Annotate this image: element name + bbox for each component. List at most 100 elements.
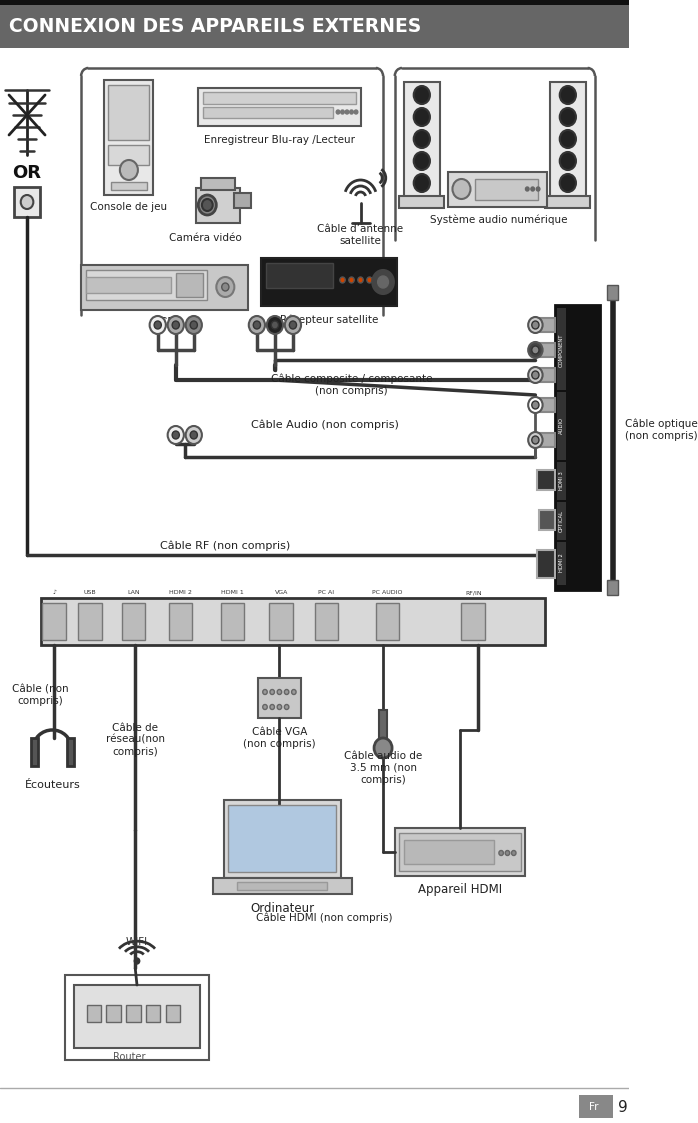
Circle shape [346, 110, 349, 115]
Bar [74, 985, 200, 1048]
Circle shape [253, 321, 260, 329]
Bar [203, 107, 334, 118]
Circle shape [528, 398, 542, 413]
Text: Câble HDMI (non compris): Câble HDMI (non compris) [256, 913, 393, 923]
Text: PC AI: PC AI [318, 591, 334, 595]
Bar [86, 277, 171, 293]
Circle shape [290, 321, 297, 329]
Circle shape [528, 317, 542, 334]
Circle shape [198, 195, 216, 214]
Bar [539, 510, 555, 530]
Text: ♪: ♪ [52, 591, 56, 595]
Circle shape [526, 188, 529, 191]
Circle shape [536, 188, 540, 191]
Bar [266, 263, 334, 287]
Circle shape [532, 436, 539, 444]
Bar [545, 197, 591, 208]
Circle shape [340, 277, 346, 283]
Text: Caméra vidéo: Caméra vidéo [169, 232, 242, 243]
Circle shape [414, 152, 430, 170]
Bar [198, 88, 361, 126]
Text: CONNEXION DES APPAREILS EXTERNES: CONNEXION DES APPAREILS EXTERNES [9, 18, 422, 37]
Bar [67, 738, 74, 766]
Bar [0, 4, 629, 48]
Circle shape [414, 86, 430, 104]
Bar [535, 368, 555, 382]
Text: VGA: VGA [274, 591, 288, 595]
Text: HDMI 1: HDMI 1 [221, 591, 244, 595]
Text: Système audio numérique: Système audio numérique [430, 214, 567, 226]
Bar [108, 145, 149, 165]
Bar [121, 603, 145, 640]
Bar [395, 828, 526, 876]
Bar [261, 258, 396, 305]
Circle shape [216, 277, 235, 296]
Circle shape [505, 850, 510, 856]
Text: PC AUDIO: PC AUDIO [372, 591, 403, 595]
Circle shape [172, 321, 179, 329]
Bar [607, 285, 618, 300]
Text: LAN: LAN [127, 591, 140, 595]
Circle shape [531, 188, 535, 191]
Text: OPTICAL: OPTICAL [559, 510, 564, 532]
Circle shape [284, 704, 289, 710]
Circle shape [285, 316, 301, 334]
Circle shape [367, 277, 372, 283]
Circle shape [372, 270, 394, 294]
Bar [535, 343, 555, 357]
Circle shape [378, 276, 389, 287]
Bar [399, 833, 521, 871]
Circle shape [134, 958, 140, 964]
Text: AUDIO: AUDIO [559, 418, 564, 435]
Bar [537, 550, 555, 578]
Text: Console de jeu: Console de jeu [90, 202, 168, 212]
Circle shape [414, 174, 430, 192]
Text: Enregistreur Blu-ray /Lecteur: Enregistreur Blu-ray /Lecteur [204, 135, 355, 145]
Text: WIFI: WIFI [126, 937, 148, 947]
Circle shape [168, 316, 184, 334]
Circle shape [374, 738, 392, 758]
Circle shape [376, 277, 381, 283]
Circle shape [149, 316, 166, 334]
Bar [106, 1005, 121, 1022]
Text: Câble RF (non compris): Câble RF (non compris) [161, 541, 290, 551]
Circle shape [120, 159, 138, 180]
Bar [228, 805, 336, 871]
Bar [0, 0, 629, 4]
Text: Câble Audio (non compris): Câble Audio (non compris) [251, 420, 399, 430]
Text: Câble VGA
(non compris): Câble VGA (non compris) [243, 728, 315, 749]
Circle shape [560, 174, 576, 192]
Circle shape [452, 179, 470, 199]
Bar [258, 678, 301, 718]
Bar [376, 603, 399, 640]
Bar [31, 738, 38, 766]
Bar [103, 80, 154, 195]
Text: Fr: Fr [590, 1102, 599, 1112]
Circle shape [532, 371, 539, 378]
Bar [168, 603, 192, 640]
Text: 9: 9 [618, 1101, 628, 1115]
Bar [557, 392, 566, 460]
Circle shape [262, 690, 267, 694]
Bar [203, 92, 356, 104]
Circle shape [341, 110, 344, 115]
Text: Écouteurs: Écouteurs [24, 780, 80, 789]
Bar [166, 1005, 180, 1022]
Bar [579, 1095, 613, 1119]
Circle shape [190, 431, 198, 439]
Bar [111, 182, 147, 190]
Bar [108, 85, 149, 140]
Text: RF/IN: RF/IN [465, 591, 482, 595]
Text: Appareil HDMI: Appareil HDMI [417, 884, 502, 896]
Bar [213, 878, 352, 894]
Bar [535, 398, 555, 412]
Bar [40, 599, 545, 645]
Circle shape [168, 426, 184, 444]
Circle shape [202, 199, 213, 211]
Bar [550, 82, 586, 200]
Bar [176, 273, 203, 296]
Bar [43, 603, 66, 640]
Circle shape [560, 152, 576, 170]
Circle shape [267, 316, 283, 334]
Bar [81, 265, 248, 310]
